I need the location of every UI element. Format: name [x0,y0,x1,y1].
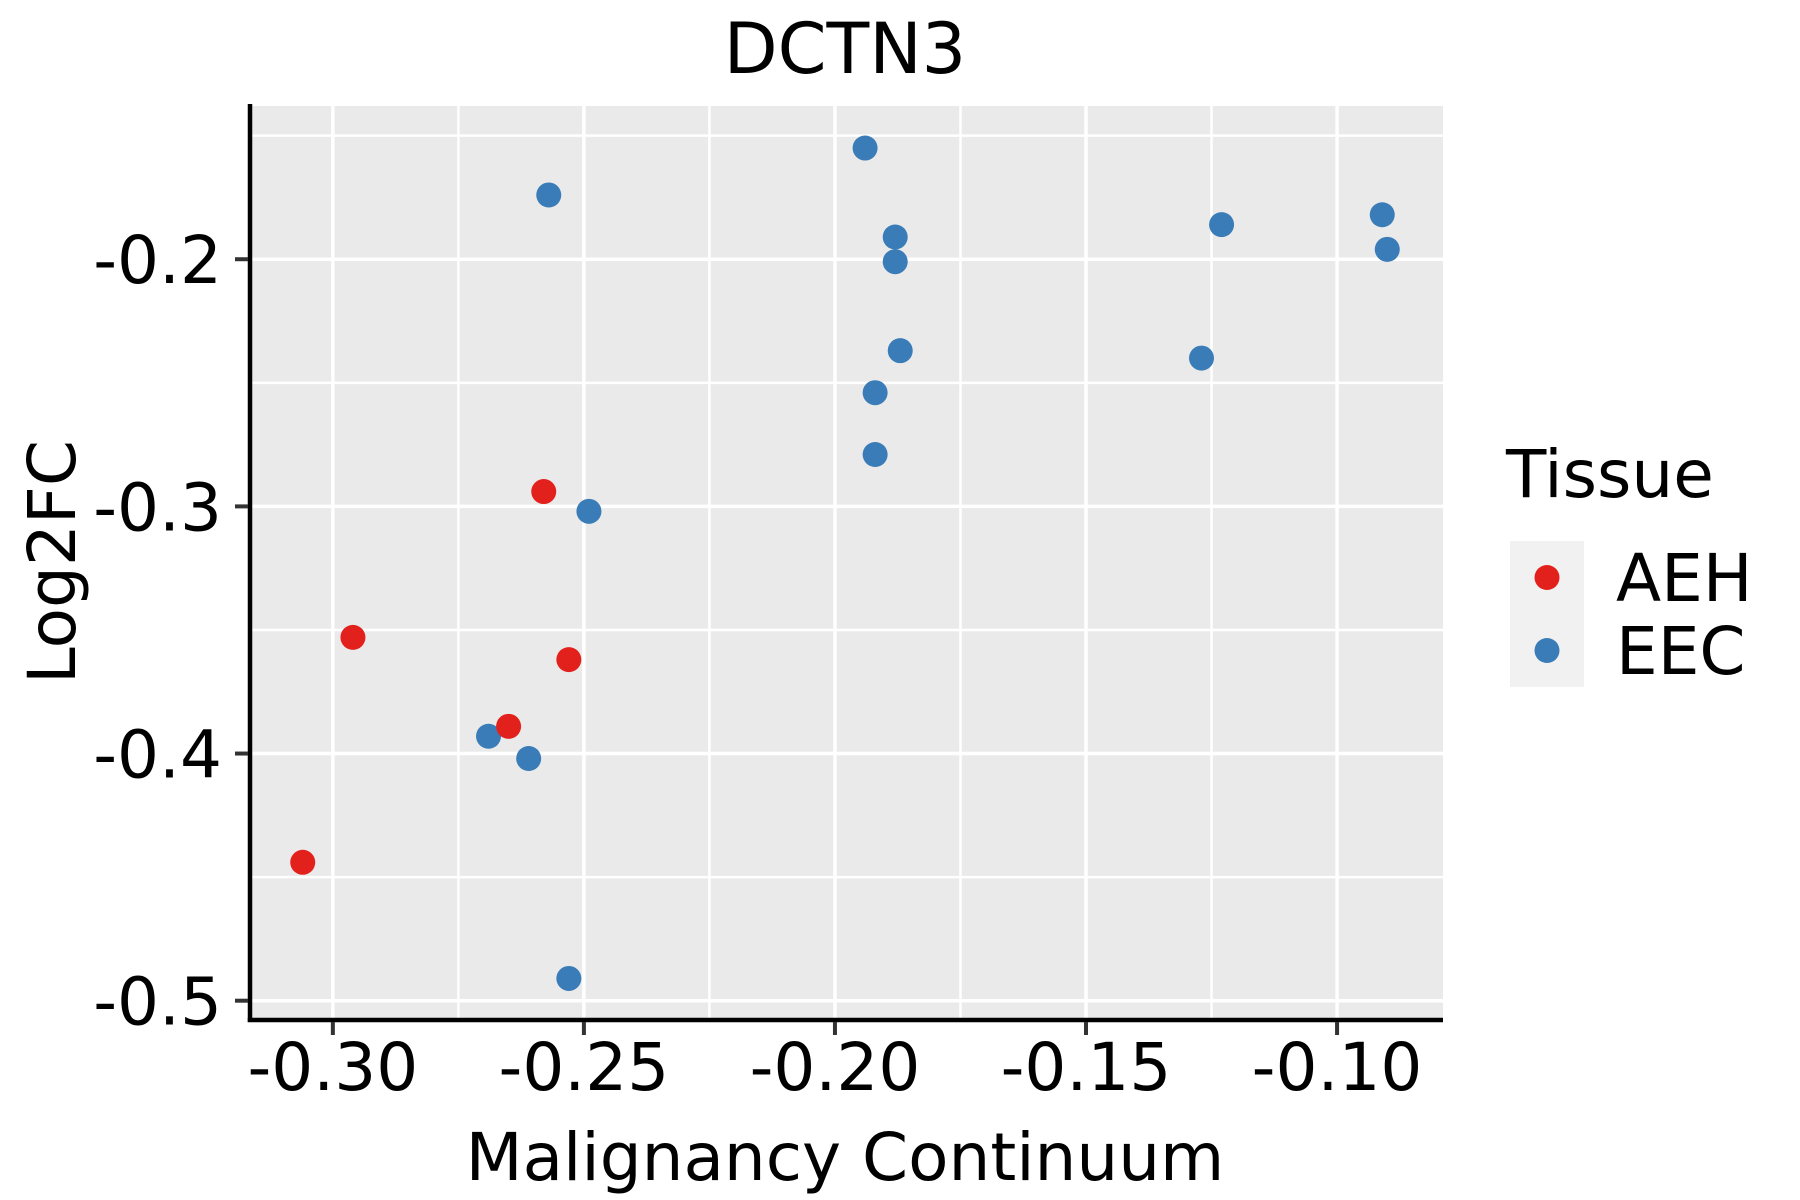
x-tick-label: -0.20 [750,1029,921,1106]
data-point-eec [536,182,562,208]
legend-swatch-aeh-icon [1534,565,1560,590]
data-point-aeh [496,713,522,739]
legend-swatch-eec-icon [1534,638,1560,663]
data-point-eec [476,723,502,749]
data-point-eec [516,745,542,771]
y-axis-title: Log2FC [14,440,91,684]
legend-label-aeh: AEH [1616,540,1752,617]
panel-background [248,106,1443,1018]
data-point-aeh [531,479,557,505]
data-point-aeh [556,647,582,673]
x-tick-label: -0.30 [247,1029,418,1106]
data-point-aeh [340,624,366,650]
y-tick-label: -0.2 [93,222,222,299]
x-tick-label: -0.15 [1001,1029,1172,1106]
data-point-eec [852,135,878,161]
data-point-eec [882,224,908,250]
major-gridlines [248,106,1443,1018]
plot-title: DCTN3 [724,8,966,90]
x-axis-title: Malignancy Continuum [466,1119,1225,1196]
data-point-eec [576,498,602,524]
y-tick-label: -0.5 [93,964,222,1041]
y-tick-label: -0.3 [93,469,222,546]
legend-title: Tissue [1505,436,1714,513]
data-points-layer [290,135,1400,991]
legend: Tissue AEH EEC [1505,436,1752,690]
data-point-eec [1188,345,1214,371]
data-point-eec [1374,236,1400,262]
data-point-eec [887,338,913,364]
x-tick-label: -0.25 [499,1029,670,1106]
y-tick-label: -0.4 [93,717,222,794]
data-point-eec [882,249,908,275]
data-point-eec [1209,212,1235,238]
x-axis-ticks: -0.30 -0.25 -0.20 -0.15 -0.10 [247,1022,1422,1106]
x-tick-label: -0.10 [1252,1029,1423,1106]
data-point-eec [556,965,582,991]
legend-label-eec: EEC [1616,613,1746,690]
data-point-eec [862,380,888,406]
y-axis-ticks: -0.2 -0.3 -0.4 -0.5 [93,222,248,1041]
data-point-eec [1369,202,1395,228]
data-point-eec [862,441,888,467]
data-point-aeh [290,849,316,875]
